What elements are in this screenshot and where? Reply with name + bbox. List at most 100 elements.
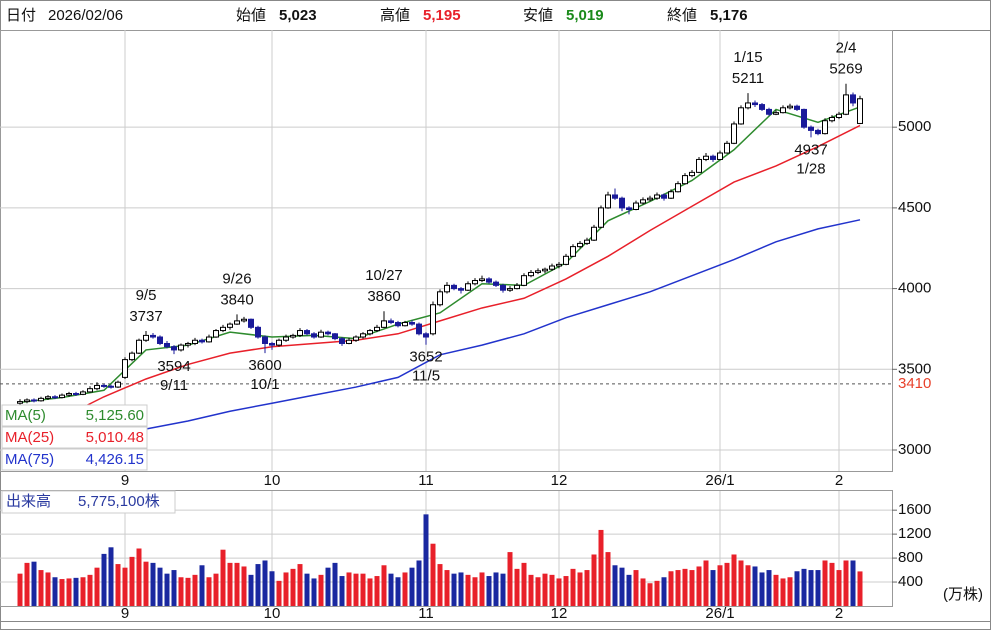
- volume-bar: [381, 565, 387, 606]
- field-value: 5,019: [566, 7, 604, 24]
- candle-body: [353, 336, 359, 341]
- volume-bar: [101, 553, 107, 606]
- ma-line: [19, 124, 861, 441]
- candle-body: [402, 321, 408, 327]
- volume-bar: [773, 574, 779, 606]
- volume-bar: [703, 560, 709, 606]
- volume-bar: [290, 568, 296, 606]
- volume-bar: [850, 560, 856, 606]
- candle-body: [430, 304, 436, 335]
- candle-body: [808, 126, 814, 131]
- volume-bar: [143, 561, 149, 606]
- candle-body: [395, 321, 401, 327]
- candle-body: [325, 331, 331, 335]
- candle-body: [689, 171, 695, 177]
- candle-body: [612, 194, 618, 199]
- volume-bar: [654, 580, 660, 606]
- x-tick-label: 12: [551, 472, 568, 489]
- candle-body: [668, 191, 674, 199]
- volume-bar: [752, 566, 758, 606]
- candle-body: [465, 283, 471, 291]
- volume-bar: [276, 580, 282, 606]
- volume-bar: [822, 560, 828, 606]
- volume-bar: [45, 572, 51, 606]
- volume-bar: [577, 572, 583, 606]
- y-tick-label: 800: [898, 549, 923, 566]
- volume-bar: [129, 556, 135, 606]
- candle-body: [598, 207, 604, 228]
- annotation-date: 9/5: [136, 287, 157, 304]
- annotation-value: 5211: [732, 70, 764, 87]
- legend-value: 5,125.60: [86, 407, 144, 424]
- volume-bar: [311, 578, 317, 606]
- volume-bar: [479, 572, 485, 606]
- volume-bar: [787, 577, 793, 606]
- volume-bar: [633, 570, 639, 606]
- volume-title-box: [1, 490, 176, 514]
- candle-body: [703, 155, 709, 160]
- volume-bar: [801, 568, 807, 606]
- field-label: 高値: [380, 7, 410, 24]
- annotation-date: 11/5: [412, 368, 440, 385]
- y-tick-label: 5000: [898, 118, 931, 135]
- volume-bar: [710, 570, 716, 606]
- volume-bar: [675, 570, 681, 606]
- candle-body: [794, 105, 800, 110]
- volume-bar: [206, 577, 212, 606]
- volume-bar: [31, 561, 37, 606]
- volume-bar: [500, 573, 506, 606]
- candle-body: [675, 183, 681, 193]
- candle-body: [409, 321, 415, 325]
- candle-body: [318, 331, 324, 338]
- candle-body: [486, 278, 492, 283]
- volume-title: 出来高: [6, 493, 51, 510]
- x-tick-label: 9: [121, 472, 129, 489]
- volume-bar: [24, 562, 30, 606]
- candle-body: [696, 158, 702, 173]
- candle-body: [283, 336, 289, 341]
- legend-value: 4,426.15: [86, 451, 144, 468]
- candle-body: [535, 270, 541, 273]
- candle-body: [570, 246, 576, 257]
- candle-body: [276, 339, 282, 346]
- candle-body: [605, 194, 611, 209]
- candle-body: [780, 107, 786, 114]
- volume-bar: [388, 573, 394, 606]
- volume-bar: [549, 574, 555, 606]
- volume-bar: [640, 578, 646, 606]
- candle-body: [591, 226, 597, 241]
- y-tick-label: 3000: [898, 441, 931, 458]
- volume-bar: [178, 577, 184, 606]
- candle-body: [584, 239, 590, 244]
- candle-body: [752, 102, 758, 106]
- candle-body: [759, 104, 765, 110]
- volume-bar: [507, 552, 513, 606]
- x-tick-label: 26/1: [705, 472, 734, 489]
- candle-body: [346, 339, 352, 344]
- candle-body: [171, 346, 177, 351]
- x-tick-label: 2: [835, 605, 843, 622]
- field-label: 安値: [523, 7, 553, 24]
- candle-body: [94, 384, 100, 390]
- y-tick-label: 3500: [898, 360, 931, 377]
- annotation-date: 9/26: [222, 270, 251, 287]
- ma-line: [145, 219, 861, 430]
- volume-bar: [451, 573, 457, 606]
- candle-body: [563, 255, 569, 265]
- candle-body: [150, 334, 156, 338]
- volume-bar: [164, 573, 170, 606]
- volume-bar: [108, 547, 114, 606]
- field-label: 終値: [667, 7, 697, 24]
- volume-bar: [780, 578, 786, 606]
- volume-bar: [297, 564, 303, 606]
- volume-bar: [150, 562, 156, 606]
- volume-bar: [836, 570, 842, 606]
- candle-body: [626, 207, 632, 210]
- candle-body: [822, 120, 828, 135]
- candle-body: [360, 333, 366, 338]
- x-tick-label: 11: [418, 605, 434, 622]
- candle-body: [654, 194, 660, 199]
- field-value: 5,195: [423, 7, 461, 24]
